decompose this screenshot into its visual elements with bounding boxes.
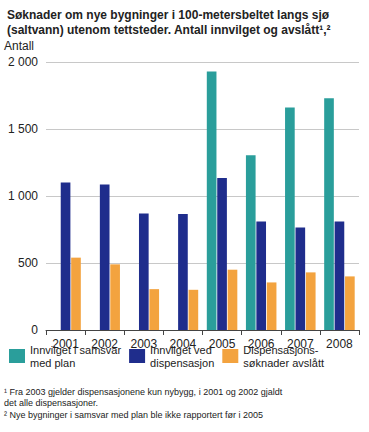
svg-text:1 000: 1 000: [8, 189, 38, 203]
svg-text:Innvilget ved: Innvilget ved: [150, 344, 212, 356]
svg-text:¹ Fra 2003 gjelder dispensasjo: ¹ Fra 2003 gjelder dispensasjonene kun n…: [4, 387, 285, 397]
svg-text:Innvilget i samsvar: Innvilget i samsvar: [30, 344, 121, 356]
svg-text:søknader avslått: søknader avslått: [243, 357, 324, 369]
svg-text:2008: 2008: [326, 337, 353, 351]
svg-text:2003: 2003: [130, 337, 158, 351]
svg-text:2005: 2005: [209, 337, 236, 351]
svg-text:Dispensasjons-: Dispensasjons-: [243, 344, 319, 356]
svg-text:² Nye bygninger i samsvar med: ² Nye bygninger i samsvar med plan ble i…: [4, 410, 263, 420]
svg-text:(saltvann) utenom tettsteder.: (saltvann) utenom tettsteder. Antall inn…: [7, 23, 331, 37]
svg-text:0: 0: [31, 323, 38, 337]
svg-text:2 000: 2 000: [8, 55, 38, 69]
svg-text:1 500: 1 500: [8, 122, 38, 136]
svg-text:Søknader om nye bygninger i 10: Søknader om nye bygninger i 100-metersbe…: [7, 8, 332, 22]
svg-text:500: 500: [18, 256, 38, 270]
svg-text:det alle dispensasjoner.: det alle dispensasjoner.: [4, 398, 98, 408]
svg-text:Antall: Antall: [4, 39, 34, 53]
svg-text:dispensasjon: dispensasjon: [150, 357, 214, 369]
svg-text:med plan: med plan: [30, 357, 75, 369]
